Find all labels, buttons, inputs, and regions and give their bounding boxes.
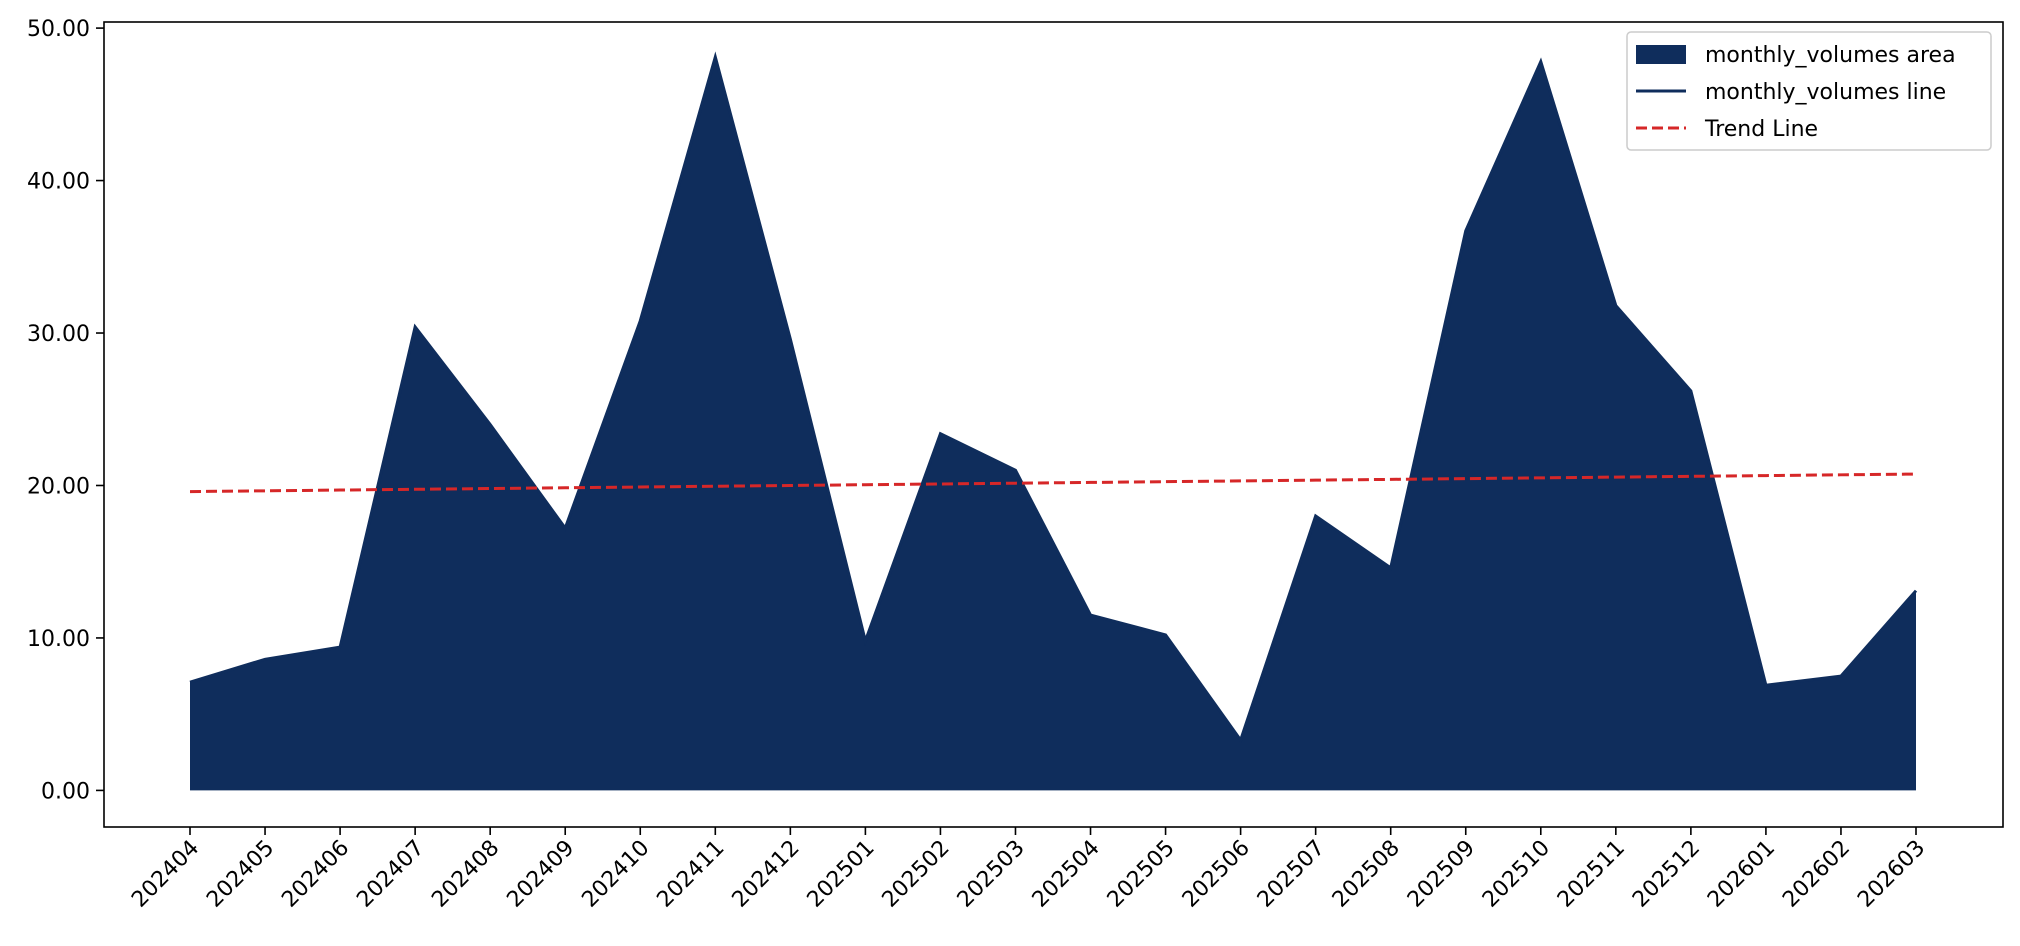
x-tick-label: 202508 [1328,836,1405,913]
x-tick-label: 202504 [1028,836,1105,913]
legend-label: Trend Line [1704,117,1818,142]
x-tick-label: 202404 [127,836,204,913]
legend-label: monthly_volumes area [1705,43,1956,68]
x-tick-label: 202603 [1853,836,1930,913]
x-tick-label: 202412 [728,836,805,913]
axes-frame [103,21,2004,828]
y-tick-label: 10.00 [27,627,90,652]
x-tick-label: 202405 [202,836,279,913]
x-tick-label: 202406 [277,836,354,913]
y-tick-label: 30.00 [27,322,90,347]
y-tick-label: 20.00 [27,474,90,499]
area-series-monthly-volumes [190,57,1916,791]
legend-box [1626,31,1992,151]
x-tick-label: 202407 [352,836,429,913]
legend: monthly_volumes area monthly_volumes line… [1626,31,1992,151]
x-tick-label: 202509 [1403,836,1480,913]
legend-swatch-area [1636,45,1686,64]
x-tick-label: 202408 [427,836,504,913]
x-tick-label: 202409 [502,836,579,913]
x-tick-label: 202510 [1478,836,1555,913]
x-tick-label: 202505 [1103,836,1180,913]
x-tick-label: 202506 [1178,836,1255,913]
x-tick-label: 202410 [577,836,654,913]
x-tick-label: 202503 [953,836,1030,913]
legend-label: monthly_volumes line [1705,80,1946,105]
y-tick-label: 0.00 [41,779,90,804]
x-tick-label: 202411 [652,836,729,913]
x-tick-label: 202501 [803,836,880,913]
y-tick-label: 50.00 [27,17,90,42]
x-tick-label: 202601 [1703,836,1780,913]
x-tick-label: 202511 [1553,836,1630,913]
line-series-monthly-volumes [189,51,1918,744]
plot-area [189,51,1918,791]
x-tick-label: 202602 [1778,836,1855,913]
y-tick-label: 40.00 [27,170,90,195]
x-tick-label: 202512 [1628,836,1705,913]
x-tick-label: 202507 [1253,836,1330,913]
x-tick-label: 202502 [878,836,955,913]
